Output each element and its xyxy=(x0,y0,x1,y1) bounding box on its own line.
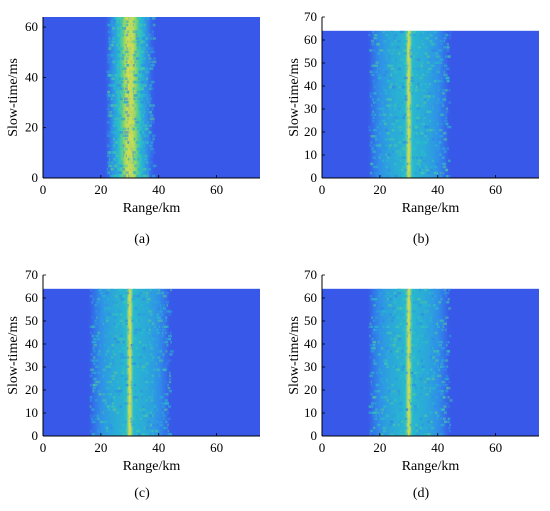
x-tick-label: 40 xyxy=(431,440,444,455)
y-axis-label: Slow-time/ms xyxy=(6,316,21,395)
x-axis-label: Range/km xyxy=(123,459,181,474)
x-tick-label: 20 xyxy=(94,440,107,455)
y-tick-label: 40 xyxy=(304,336,317,351)
y-tick-label: 0 xyxy=(311,428,318,443)
y-tick-label: 10 xyxy=(304,147,317,162)
y-tick-label: 20 xyxy=(304,382,317,397)
y-tick-label: 20 xyxy=(25,120,38,135)
x-tick-label: 40 xyxy=(152,182,165,197)
y-tick-label: 60 xyxy=(304,290,317,305)
y-tick-label: 0 xyxy=(32,428,39,443)
y-tick-label: 70 xyxy=(304,267,317,282)
y-tick-label: 10 xyxy=(304,405,317,420)
y-tick-label: 60 xyxy=(25,290,38,305)
chart-panel-1: 0 20 40 60 0 20 40 60 Range/km Slow-time/ms (a) xyxy=(6,17,260,247)
y-tick-label: 30 xyxy=(304,101,317,116)
y-tick-label: 0 xyxy=(32,170,39,185)
axes: 0 20 40 60 0 20 40 60 Range/km Slow-time/ms xyxy=(6,17,260,216)
y-tick-label: 10 xyxy=(25,405,38,420)
x-axis-label: Range/km xyxy=(402,201,460,216)
x-tick-label: 60 xyxy=(210,182,223,197)
axes: 0 20 40 60 0 10 20 30 40 50 60 70 Range/km Slow-time/… xyxy=(287,9,539,216)
panel-caption: (c) xyxy=(134,486,150,501)
x-axis-label: Range/km xyxy=(402,459,460,474)
panel-caption: (d) xyxy=(413,486,430,501)
y-tick-label: 70 xyxy=(304,9,317,24)
heatmap xyxy=(322,288,539,436)
heatmap xyxy=(322,30,539,178)
y-tick-label: 60 xyxy=(304,32,317,47)
y-tick-label: 50 xyxy=(304,55,317,70)
y-axis-label: Slow-time/ms xyxy=(287,316,302,395)
x-tick-label: 0 xyxy=(40,440,47,455)
x-tick-label: 60 xyxy=(489,440,502,455)
y-tick-label: 40 xyxy=(25,336,38,351)
x-tick-label: 0 xyxy=(319,182,326,197)
y-tick-label: 50 xyxy=(304,313,317,328)
y-axis-label: Slow-time/ms xyxy=(287,58,302,137)
y-tick-label: 40 xyxy=(304,78,317,93)
y-tick-label: 60 xyxy=(25,19,38,34)
chart-panel-2: 0 20 40 60 0 10 20 30 40 50 60 70 Range/km Slow-time/… xyxy=(287,9,539,247)
x-axis-label: Range/km xyxy=(123,201,181,216)
x-tick-label: 0 xyxy=(319,440,326,455)
panel-caption: (a) xyxy=(134,232,150,247)
y-tick-label: 50 xyxy=(25,313,38,328)
heatmap xyxy=(43,17,260,178)
y-tick-label: 70 xyxy=(25,267,38,282)
x-tick-label: 0 xyxy=(40,182,47,197)
x-tick-label: 60 xyxy=(210,440,223,455)
chart-panel-3: 0 20 40 60 0 10 20 30 40 50 60 70 Range/km Slow-time/… xyxy=(6,267,260,501)
y-tick-label: 40 xyxy=(25,69,38,84)
axes: 0 20 40 60 0 10 20 30 40 50 60 70 Range/km Slow-time/… xyxy=(6,267,260,474)
axes: 0 20 40 60 0 10 20 30 40 50 60 70 Range/km Slow-time/… xyxy=(287,267,539,474)
x-tick-label: 40 xyxy=(152,440,165,455)
panel-caption: (b) xyxy=(413,232,430,247)
x-tick-label: 20 xyxy=(94,182,107,197)
y-tick-label: 20 xyxy=(304,124,317,139)
y-tick-label: 0 xyxy=(311,170,318,185)
x-tick-label: 20 xyxy=(373,182,386,197)
y-axis-label: Slow-time/ms xyxy=(6,58,21,137)
heatmap xyxy=(43,288,260,436)
chart-panel-4: 0 20 40 60 0 10 20 30 40 50 60 70 Range/km Slow-time/… xyxy=(287,267,539,501)
x-tick-label: 20 xyxy=(373,440,386,455)
y-tick-label: 30 xyxy=(304,359,317,374)
y-tick-label: 20 xyxy=(25,382,38,397)
x-tick-label: 60 xyxy=(489,182,502,197)
x-tick-label: 40 xyxy=(431,182,444,197)
y-tick-label: 30 xyxy=(25,359,38,374)
